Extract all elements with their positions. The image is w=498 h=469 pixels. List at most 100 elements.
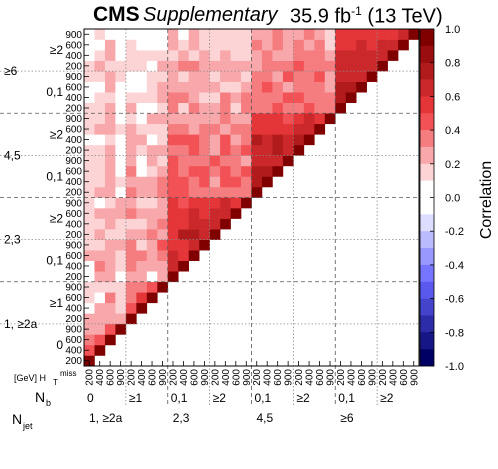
heatmap-cell (136, 123, 148, 135)
heatmap-cell (209, 81, 221, 93)
heatmap-cell (84, 123, 95, 135)
y-nb-label: ≥2 (50, 127, 64, 141)
heatmap-cell (84, 92, 95, 104)
heatmap-cell (230, 134, 242, 146)
heatmap-cell (199, 60, 210, 72)
heatmap-cell (199, 197, 210, 209)
heatmap-cell (272, 165, 284, 177)
colorbar-tick-label: 0.8 (445, 58, 460, 70)
heatmap-cell (157, 186, 169, 198)
heatmap-cell (377, 60, 388, 72)
y-tick-label: 400 (65, 93, 82, 104)
colorbar-segment (420, 298, 434, 316)
heatmap-cell (199, 71, 210, 82)
heatmap-cell (157, 134, 169, 146)
y-tick-label: 400 (65, 346, 82, 357)
colorbar-segment (420, 231, 434, 249)
heatmap-cell (104, 197, 116, 209)
colorbar-segment (420, 45, 434, 63)
heatmap-cell (104, 208, 116, 219)
colorbar-segment (420, 163, 434, 181)
heatmap-cell (241, 197, 252, 209)
heatmap-cell (115, 292, 127, 304)
heatmap-cell (230, 123, 242, 135)
heatmap-cell (366, 60, 378, 72)
heatmap-cell (209, 218, 221, 230)
heatmap-cell (167, 155, 179, 167)
heatmap-cell (230, 81, 242, 93)
heatmap-cell (178, 92, 189, 104)
heatmap-cell (94, 71, 106, 82)
heatmap-cell (104, 186, 116, 198)
colorbar-tick-label: 0.4 (445, 125, 460, 137)
heatmap-cell (314, 39, 326, 51)
heatmap-cell (272, 29, 284, 40)
heatmap-cell (146, 165, 158, 177)
y-tick-label: 900 (65, 30, 82, 41)
x-tick-label: 400 (95, 369, 106, 386)
heatmap-cell (188, 218, 200, 230)
heatmap-cell (293, 144, 305, 156)
heatmap-cell (366, 39, 378, 51)
heatmap-cell (84, 176, 95, 188)
heatmap-cell (167, 113, 179, 125)
heatmap-cell (241, 71, 252, 82)
colorbar-tick-label: 0.6 (445, 91, 460, 103)
y-nb-label: 0,1 (46, 85, 63, 99)
x-tick-label: 900 (116, 369, 127, 386)
heatmap-cell (272, 102, 284, 114)
heatmap-cell (209, 113, 221, 125)
heatmap-cell (282, 60, 294, 72)
y-tick-label: 200 (65, 272, 82, 283)
heatmap-cell (188, 229, 200, 240)
heatmap-cell (94, 50, 106, 61)
heatmap-cell (157, 239, 169, 251)
heatmap-cell (251, 39, 263, 51)
x-tick-label: 400 (263, 369, 274, 386)
heatmap-cell (167, 50, 179, 61)
x-tick-label: 900 (158, 369, 169, 386)
heatmap-cell (220, 71, 231, 82)
heatmap-cell (157, 102, 169, 114)
heatmap-cell (335, 50, 347, 61)
y-tick-label: 900 (65, 198, 82, 209)
x-nb-label: ≥1 (129, 391, 143, 405)
heatmap-cell (104, 123, 116, 135)
heatmap-cell (293, 113, 305, 125)
heatmap-cell (104, 334, 116, 346)
heatmap-cell (261, 176, 273, 188)
heatmap-cell (84, 334, 95, 346)
heatmap-cell (335, 60, 347, 72)
colorbar-tick-label: 1.0 (445, 24, 460, 36)
heatmap-cell (356, 71, 367, 82)
heatmap-cell (115, 186, 127, 198)
y-tick-label: 200 (65, 314, 82, 325)
heatmap-cell (188, 50, 200, 61)
heatmap-cell (220, 81, 231, 93)
heatmap-cell (303, 92, 315, 104)
x-nb-label: 0 (87, 391, 94, 405)
heatmap-cell (157, 229, 169, 240)
x-axis-nb-sub: b (46, 398, 51, 408)
heatmap-cell (324, 113, 336, 125)
y-nb-label: 0,1 (46, 169, 63, 183)
heatmap-cell (104, 60, 116, 72)
y-tick-label: 900 (65, 156, 82, 167)
colorbar-segment (420, 281, 434, 299)
heatmap-cell (136, 239, 148, 251)
heatmap-cell (282, 102, 294, 114)
y-tick-label: 400 (65, 261, 82, 272)
heatmap-cell (94, 29, 106, 40)
heatmap-cell (178, 144, 189, 156)
x-tick-label: 600 (231, 369, 242, 386)
heatmap-cell (209, 29, 221, 40)
heatmap-cell (261, 102, 273, 114)
heatmap-cell (261, 123, 273, 135)
heatmap-cell (136, 271, 148, 283)
heatmap-cell (272, 123, 284, 135)
heatmap-cell (94, 113, 106, 125)
heatmap-cell (104, 71, 116, 82)
colorbar-segment (420, 62, 434, 80)
x-axis-ht-sup: miss (60, 369, 76, 378)
heatmap-cell (115, 218, 127, 230)
